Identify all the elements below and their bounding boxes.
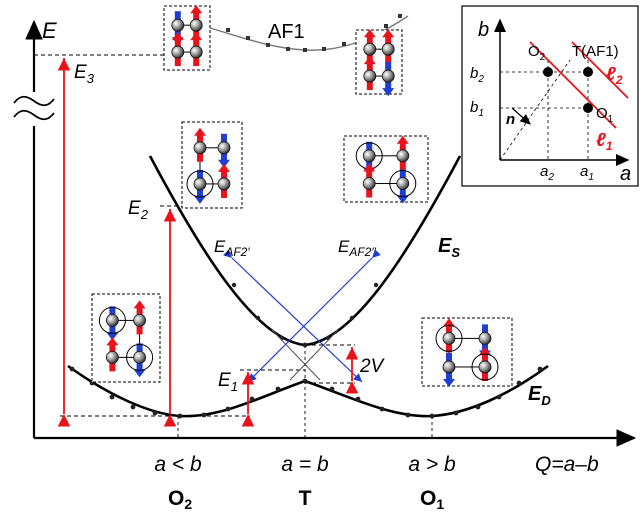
ed-label: ED <box>528 383 551 408</box>
e2-label: E2 <box>128 198 149 222</box>
tick-right: a > b <box>408 453 456 476</box>
spin-configurations <box>91 5 513 387</box>
spin-box-af1-right <box>355 29 403 97</box>
inset-o2-label: O2 <box>528 43 546 63</box>
inset-n-label: n <box>506 111 515 128</box>
inset-b2-label: b2 <box>470 65 484 85</box>
inset-a1-label: a1 <box>580 163 594 183</box>
e1-label: E1 <box>218 370 238 394</box>
inset-panel: b a b2 b1 a2 a1 O2 T(AF1) O1 n ℓ2 ℓ1 <box>461 5 639 187</box>
inset-o2-point <box>543 67 553 77</box>
inset-a2-label: a2 <box>540 163 554 183</box>
inset-b1-label: b1 <box>470 99 484 119</box>
inset-n-arrow <box>511 107 531 125</box>
spin-box-af1-left <box>163 5 211 71</box>
phase-o2: O2 <box>168 487 192 512</box>
gap-label: 2V <box>359 356 386 377</box>
phase-o1: O1 <box>420 487 444 512</box>
af1-label: AF1 <box>268 21 305 43</box>
ed-curve-points <box>69 366 543 419</box>
af2p-label: EAF2′ <box>214 237 250 259</box>
spin-box-ed-left <box>91 293 161 383</box>
inset-b-label: b <box>478 19 489 41</box>
inset-l1-label: ℓ1 <box>596 130 613 153</box>
spin-box-ed-right <box>421 317 513 387</box>
af2-crossing-curves <box>223 249 381 383</box>
inset-t-point <box>583 67 593 77</box>
inset-a-label: a <box>620 163 631 185</box>
inset-l2-label: ℓ2 <box>606 64 623 87</box>
spin-box-es-left <box>181 121 243 209</box>
inset-l1-line <box>529 41 617 129</box>
af2pp-label: EAF2′′ <box>338 237 377 259</box>
inset-t-label: T(AF1) <box>572 43 619 60</box>
x-axis-label: Q=a–b <box>535 453 599 476</box>
spin-box-es-right <box>343 135 429 204</box>
phase-t: T <box>299 487 312 510</box>
axis-break-icon <box>13 92 55 126</box>
tick-center: a = b <box>281 453 329 476</box>
inset-l2-line <box>571 41 629 99</box>
inset-o1-point <box>583 103 593 113</box>
es-label: ES <box>438 235 460 260</box>
e3-label: E3 <box>74 62 95 86</box>
y-axis-label: E <box>42 18 57 43</box>
inset-o1-label: O1 <box>596 105 614 125</box>
tick-left: a < b <box>154 453 202 476</box>
